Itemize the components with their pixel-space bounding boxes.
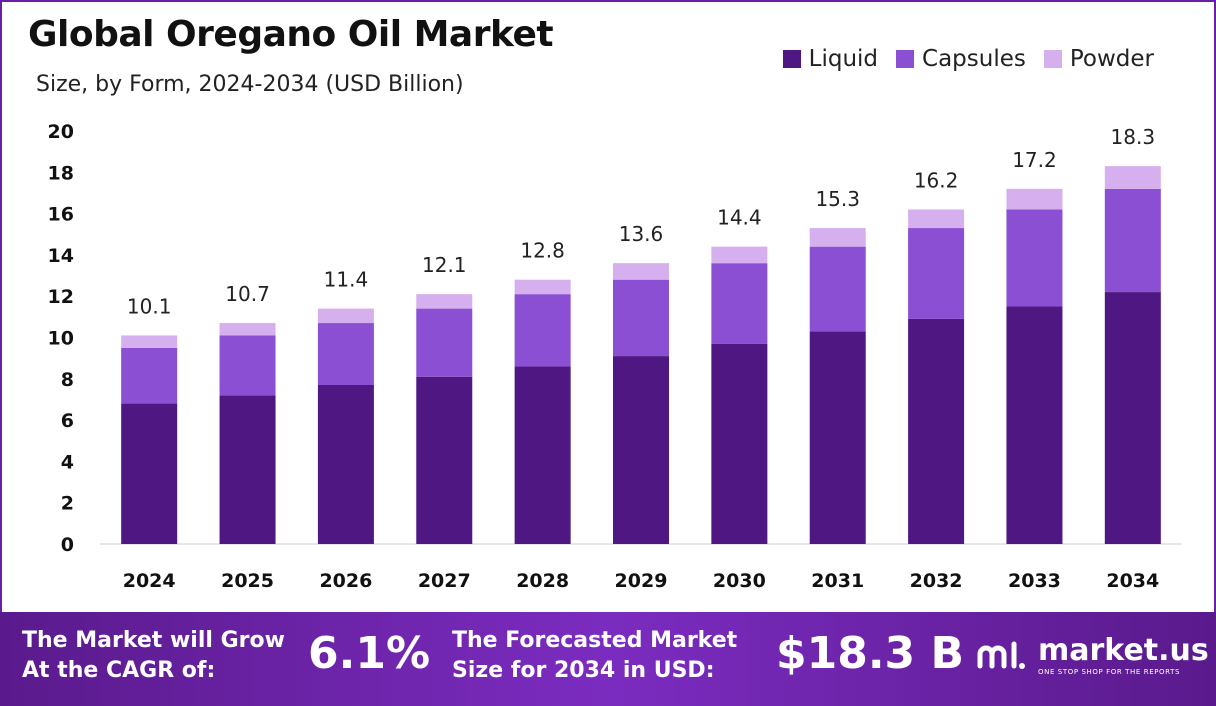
bar-total-label: 12.1 <box>422 253 467 277</box>
chart-title: Global Oregano Oil Market <box>28 14 554 55</box>
bar-segment-powder <box>809 228 866 247</box>
bar-segment-powder <box>416 294 473 309</box>
legend-label-liquid: Liquid <box>808 46 879 72</box>
bar-total-label: 14.4 <box>717 206 762 230</box>
bar-segment-powder <box>908 209 965 229</box>
bar-segment-capsules <box>613 279 669 357</box>
x-tick-label: 2028 <box>516 570 569 592</box>
legend-item-capsules: Capsules <box>896 46 1026 72</box>
bar-total-label: 13.6 <box>619 222 664 246</box>
x-tick-label: 2031 <box>811 570 864 592</box>
bar-total-label: 15.3 <box>815 187 860 211</box>
bar-segment-liquid <box>908 318 965 544</box>
legend-swatch-powder <box>1043 50 1062 68</box>
forecast-label-line2: Size for 2034 in USD: <box>452 658 715 683</box>
x-tick-label: 2024 <box>123 570 176 592</box>
x-tick-label: 2033 <box>1008 570 1061 592</box>
legend: Liquid Capsules Powder <box>782 46 1154 72</box>
chart-subtitle: Size, by Form, 2024-2034 (USD Billion) <box>36 72 464 97</box>
legend-label-capsules: Capsules <box>922 46 1026 72</box>
bar-segment-liquid <box>121 403 178 544</box>
brand-name: market.us <box>1038 633 1209 668</box>
bar-segment-capsules <box>711 263 768 344</box>
bar-segment-capsules <box>1006 209 1063 307</box>
legend-item-powder: Powder <box>1043 46 1154 72</box>
forecast-label: The Forecasted Market Size for 2034 in U… <box>452 626 737 686</box>
bar-segment-liquid <box>219 395 276 544</box>
legend-swatch-capsules <box>896 50 915 68</box>
bar-segment-liquid <box>1104 292 1161 544</box>
summary-banner: The Market will Grow At the CAGR of: 6.1… <box>0 612 1216 706</box>
brand-tagline: ONE STOP SHOP FOR THE REPORTS <box>1038 668 1181 676</box>
cagr-label: The Market will Grow At the CAGR of: <box>22 626 285 686</box>
y-tick-label: 8 <box>61 369 74 391</box>
market-us-logo: market.us ONE STOP SHOP FOR THE REPORTS <box>976 636 1209 676</box>
y-tick-label: 0 <box>61 534 74 556</box>
bar-total-label: 18.3 <box>1111 125 1156 149</box>
x-tick-label: 2034 <box>1106 570 1159 592</box>
y-tick-label: 10 <box>48 328 74 350</box>
bar-segment-liquid <box>1006 306 1063 544</box>
y-tick-label: 16 <box>48 204 74 226</box>
bar-total-label: 10.7 <box>225 282 270 306</box>
cagr-label-line2: At the CAGR of: <box>22 658 216 683</box>
bar-segment-powder <box>514 279 571 295</box>
bar-segment-capsules <box>416 308 473 377</box>
bar-segment-liquid <box>711 343 768 544</box>
y-tick-label: 2 <box>61 493 74 515</box>
x-tick-label: 2030 <box>713 570 766 592</box>
y-tick-label: 18 <box>48 162 74 184</box>
bar-segment-powder <box>1006 188 1063 210</box>
bar-total-label: 10.1 <box>127 294 172 318</box>
bar-segment-capsules <box>514 294 571 367</box>
bar-segment-powder <box>317 308 374 324</box>
bar-segment-liquid <box>317 384 374 544</box>
bar-segment-powder <box>219 323 276 336</box>
bar-segment-liquid <box>416 376 473 544</box>
x-tick-label: 2029 <box>615 570 668 592</box>
bar-total-label: 16.2 <box>914 168 959 192</box>
bar-segment-powder <box>711 246 768 264</box>
bar-total-label: 17.2 <box>1012 148 1057 172</box>
forecast-label-line1: The Forecasted Market <box>452 628 738 653</box>
bar-segment-liquid <box>809 331 866 544</box>
bar-segment-liquid <box>613 356 669 544</box>
bar-segment-powder <box>1104 166 1161 189</box>
legend-item-liquid: Liquid <box>782 46 879 72</box>
bar-total-label: 11.4 <box>324 268 369 292</box>
bar-total-label: 12.8 <box>520 239 565 263</box>
legend-swatch-liquid <box>782 50 801 68</box>
bar-segment-capsules <box>908 228 965 319</box>
x-tick-label: 2027 <box>418 570 471 592</box>
bar-segment-liquid <box>514 366 571 544</box>
bar-segment-powder <box>121 335 178 348</box>
y-tick-label: 6 <box>61 410 74 432</box>
bar-segment-capsules <box>121 347 178 404</box>
bar-segment-powder <box>613 263 669 280</box>
bar-segment-capsules <box>1104 188 1161 293</box>
bar-chart: 0 2 4 6 8 10 12 14 16 18 20 10.1 2024 10.7 2025 11.4 202… <box>48 121 1182 592</box>
legend-label-powder: Powder <box>1069 46 1154 72</box>
bar-segment-capsules <box>809 246 866 332</box>
x-tick-label: 2032 <box>910 570 963 592</box>
cagr-label-line1: The Market will Grow <box>22 628 285 653</box>
x-tick-label: 2026 <box>319 570 372 592</box>
y-tick-label: 14 <box>48 245 74 267</box>
x-tick-label: 2025 <box>221 570 274 592</box>
y-tick-label: 12 <box>48 286 74 308</box>
y-tick-label: 4 <box>61 451 74 473</box>
forecast-value: $18.3 B <box>776 628 965 679</box>
bar-segment-capsules <box>317 323 374 385</box>
y-tick-label: 20 <box>48 121 74 143</box>
cagr-value: 6.1% <box>308 628 431 679</box>
market-us-logo-icon <box>977 641 1025 669</box>
bar-segment-capsules <box>219 335 276 396</box>
